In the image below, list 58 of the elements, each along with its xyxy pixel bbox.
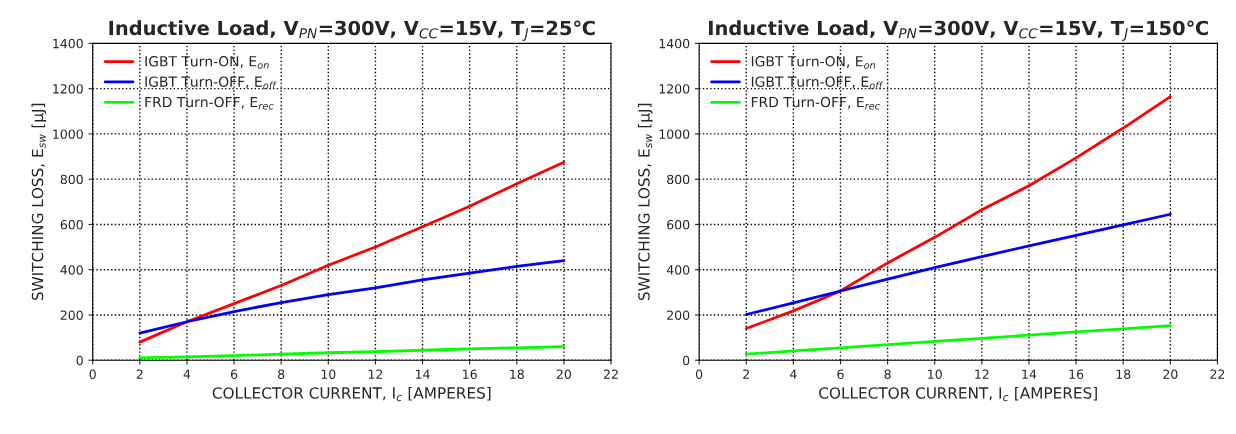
x-tick-label: 18 (1116, 369, 1131, 379)
line-series (138, 160, 566, 344)
x-tick-label: 8 (278, 369, 285, 379)
legend-label: IGBT Turn-OFF, E$_{off}$ (751, 76, 884, 90)
line-series (138, 345, 566, 360)
y-tick-label: 1200 (53, 84, 83, 94)
legend-label: IGBT Turn-ON, E$_{on}$ (145, 56, 269, 69)
x-tick-label: 12 (368, 369, 383, 379)
x-tick-label: 16 (463, 369, 477, 379)
y-tick-label: 1200 (659, 84, 690, 94)
line-series (744, 212, 1172, 316)
x-tick-label: 10 (928, 369, 942, 379)
y-tick-label: 800 (60, 174, 83, 185)
x-tick-label: 10 (321, 369, 336, 379)
legend-label: FRD Turn-OFF, E$_{rec}$ (145, 96, 274, 110)
x-tick-label: 22 (1210, 369, 1225, 379)
x-tick-label: 2 (743, 369, 749, 379)
line-series (138, 259, 566, 335)
x-tick-label: 18 (510, 369, 524, 379)
x-tick-label: 20 (1163, 369, 1178, 379)
y-tick-label: 1000 (659, 129, 690, 139)
y-tick-label: 0 (76, 355, 83, 366)
x-axis-title: COLLECTOR CURRENT, I$_{c}$ [AMPERES] (212, 386, 491, 402)
x-tick-label: 20 (556, 369, 572, 379)
y-axis-title: SWITCHING LOSS, E$_{sw}$ [μJ] (637, 103, 653, 301)
x-tick-label: 2 (136, 369, 143, 379)
y-tick-label: 800 (667, 174, 690, 185)
x-axis-title: COLLECTOR CURRENT, I$_{c}$ [AMPERES] (819, 386, 1097, 402)
x-tick-label: 4 (790, 369, 797, 379)
x-tick-label: 12 (975, 369, 989, 379)
y-tick-label: 200 (667, 310, 690, 320)
legend-label: FRD Turn-OFF, E$_{rec}$ (751, 96, 880, 110)
legend-label: IGBT Turn-OFF, E$_{off}$ (145, 76, 277, 90)
legend-label: IGBT Turn-ON, E$_{on}$ (751, 56, 876, 69)
y-tick-label: 0 (682, 355, 690, 366)
chart-title: Inductive Load, V$_{PN}$=300V, V$_{CC}$=15V, T$_{J}$=150℃ (709, 20, 1208, 41)
x-tick-label: 0 (89, 369, 96, 379)
x-tick-label: 16 (1069, 369, 1084, 379)
y-tick-label: 400 (666, 265, 690, 275)
x-tick-label: 14 (1022, 369, 1037, 379)
y-tick-label: 400 (60, 265, 83, 275)
x-tick-label: 4 (183, 369, 191, 379)
x-tick-label: 0 (695, 369, 703, 379)
x-tick-label: 8 (884, 369, 891, 379)
line-series (744, 95, 1172, 330)
y-axis-title: SWITCHING LOSS, E$_{sw}$ [μJ] (31, 103, 47, 301)
chart-title: Inductive Load, V$_{PN}$=300V, V$_{CC}$=15V, T$_{J}$=25℃ (109, 20, 595, 41)
y-tick-label: 1400 (659, 38, 690, 49)
y-tick-label: 1000 (53, 129, 83, 139)
y-tick-label: 600 (60, 219, 83, 230)
x-tick-label: 6 (837, 369, 844, 379)
y-tick-label: 200 (60, 310, 83, 320)
y-tick-label: 1400 (53, 38, 83, 49)
x-tick-label: 6 (230, 369, 238, 379)
x-tick-label: 14 (415, 369, 430, 379)
y-tick-label: 600 (667, 219, 690, 230)
line-series (744, 324, 1172, 356)
x-tick-label: 22 (603, 369, 618, 379)
